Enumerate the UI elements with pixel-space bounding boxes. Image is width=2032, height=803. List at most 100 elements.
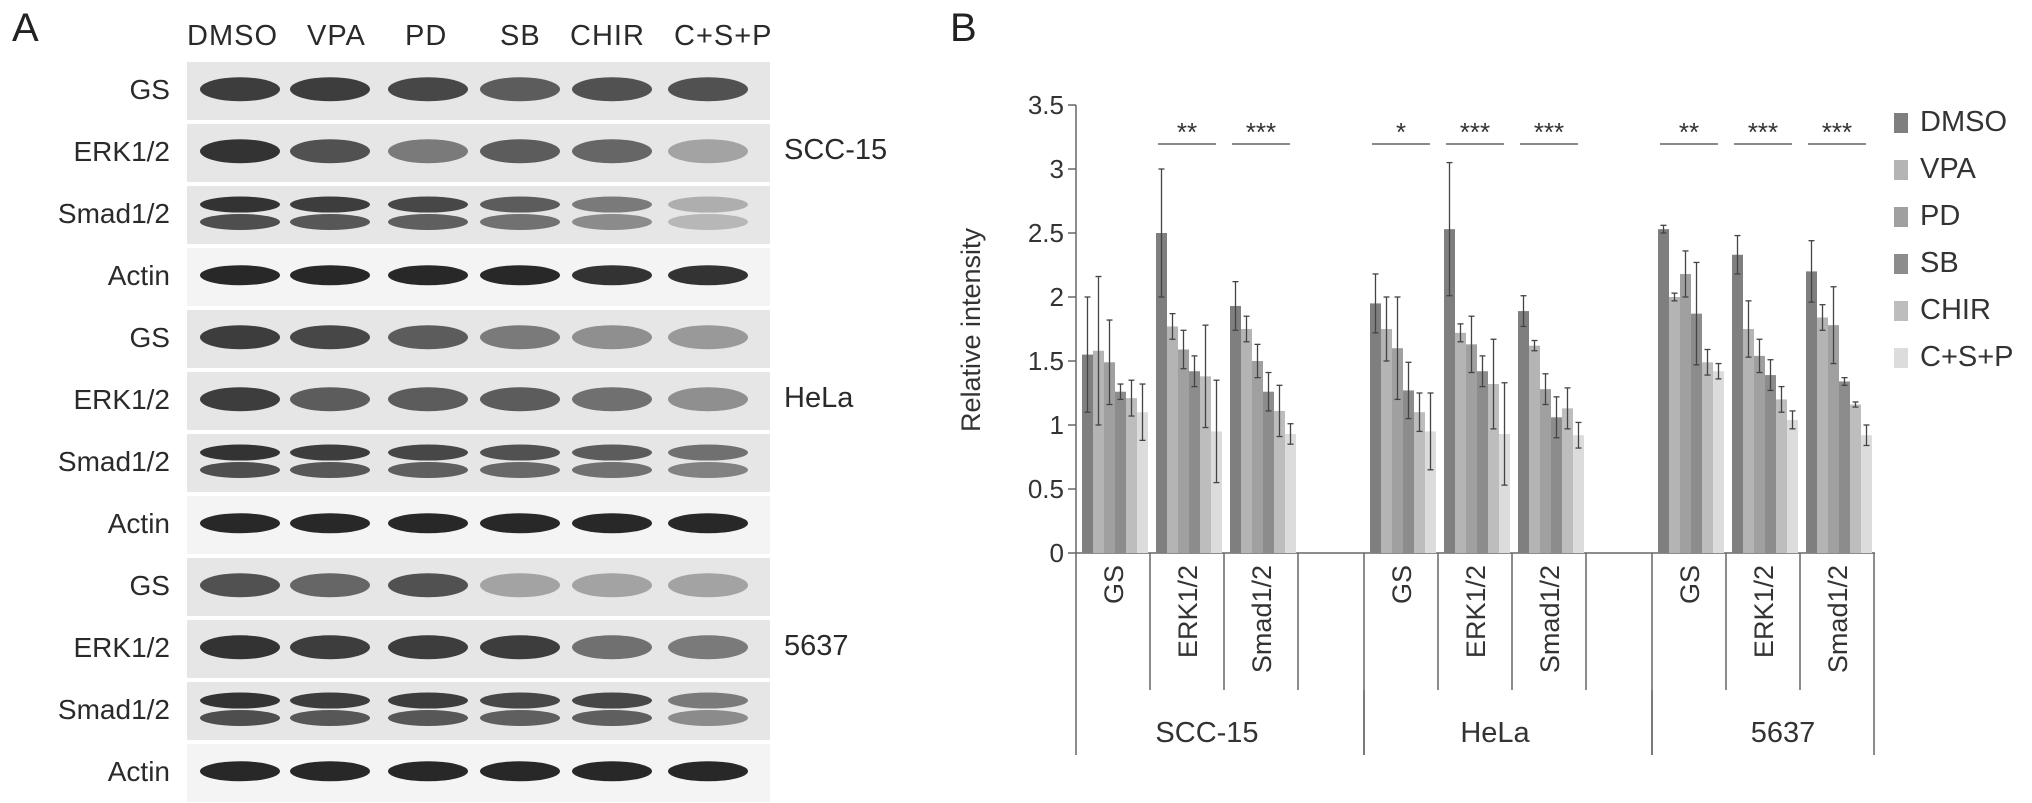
significance-label: ** — [1679, 117, 1699, 147]
protein-band — [388, 692, 468, 709]
protein-band — [290, 387, 370, 412]
blot-lane-label: C+S+P — [674, 20, 773, 52]
protein-band — [290, 196, 370, 213]
protein-tick-label: GS — [1387, 565, 1417, 604]
protein-band — [572, 573, 652, 598]
bar — [1178, 349, 1189, 553]
bar — [1691, 313, 1702, 553]
protein-band — [200, 196, 280, 213]
blot-strip — [187, 682, 770, 740]
bar — [1252, 361, 1263, 553]
protein-band — [200, 709, 280, 726]
blot-strip — [187, 62, 770, 120]
significance-label: * — [1396, 117, 1406, 147]
protein-band — [388, 196, 468, 213]
protein-band — [572, 213, 652, 230]
protein-band — [668, 213, 748, 230]
protein-band — [200, 461, 280, 478]
blot-cell-line-label: 5637 — [784, 630, 849, 662]
bar — [1732, 254, 1743, 553]
protein-band — [200, 513, 280, 534]
protein-band — [668, 573, 748, 598]
bar — [1754, 355, 1765, 553]
bar — [1839, 381, 1850, 553]
bar — [1861, 435, 1872, 553]
protein-band — [480, 265, 560, 286]
protein-band — [572, 196, 652, 213]
protein-band — [480, 387, 560, 412]
protein-tick-label: Smad1/2 — [1823, 565, 1853, 673]
cell-line-label: HeLa — [1460, 717, 1530, 749]
legend-label: VPA — [1920, 153, 1977, 185]
protein-band — [668, 77, 748, 102]
blot-strip — [187, 744, 770, 802]
bar — [1104, 362, 1115, 553]
significance-label: ** — [1177, 117, 1197, 147]
bar — [1137, 412, 1148, 553]
bar — [1285, 433, 1296, 553]
protein-band — [200, 325, 280, 350]
cell-line-label: 5637 — [1751, 717, 1816, 749]
protein-band — [572, 387, 652, 412]
protein-band — [388, 387, 468, 412]
blot-strip — [187, 310, 770, 368]
protein-band — [388, 325, 468, 350]
bar — [1200, 376, 1211, 553]
protein-band — [290, 325, 370, 350]
panel-b-letter: B — [950, 6, 977, 50]
bar — [1540, 389, 1551, 553]
y-tick-label: 1 — [1050, 410, 1064, 440]
legend-swatch — [1894, 348, 1908, 368]
bar — [1414, 412, 1425, 553]
significance-label: *** — [1460, 117, 1490, 147]
protein-band — [668, 635, 748, 660]
protein-band — [290, 461, 370, 478]
y-tick-label: 0 — [1050, 538, 1064, 568]
protein-band — [668, 461, 748, 478]
bar — [1093, 350, 1104, 553]
blot-row-label: GS — [129, 570, 170, 601]
protein-tick-label: Smad1/2 — [1247, 565, 1277, 673]
legend-swatch — [1894, 113, 1908, 133]
bar — [1776, 399, 1787, 553]
blot-row-label: GS — [129, 322, 170, 353]
protein-tick-label: GS — [1099, 565, 1129, 604]
bar — [1370, 303, 1381, 553]
bar — [1392, 348, 1403, 553]
protein-band — [572, 139, 652, 164]
protein-band — [668, 692, 748, 709]
y-tick-label: 1.5 — [1028, 346, 1064, 376]
bar — [1115, 391, 1126, 553]
blot-strip — [187, 372, 770, 430]
protein-tick-label: ERK1/2 — [1749, 565, 1779, 658]
bar — [1126, 398, 1137, 553]
protein-band — [572, 444, 652, 461]
protein-band — [572, 325, 652, 350]
blot-cell-line-label: SCC-15 — [784, 134, 888, 166]
legend-label: C+S+P — [1920, 341, 2014, 373]
bar — [1765, 375, 1776, 553]
protein-band — [572, 692, 652, 709]
protein-tick-label: ERK1/2 — [1461, 565, 1491, 658]
protein-band — [200, 387, 280, 412]
bar — [1680, 273, 1691, 553]
protein-band — [668, 196, 748, 213]
protein-band — [200, 444, 280, 461]
protein-band — [572, 709, 652, 726]
protein-band — [480, 444, 560, 461]
blot-strip — [187, 248, 770, 306]
blot-strip — [187, 620, 770, 678]
protein-band — [200, 213, 280, 230]
protein-band — [572, 513, 652, 534]
protein-band — [480, 513, 560, 534]
bar — [1274, 410, 1285, 553]
blot-row-label: Smad1/2 — [57, 446, 170, 477]
legend-swatch — [1894, 160, 1908, 180]
protein-band — [290, 513, 370, 534]
bar — [1669, 297, 1680, 553]
bar — [1403, 390, 1414, 553]
protein-band — [480, 139, 560, 164]
protein-band — [572, 761, 652, 782]
protein-band — [200, 635, 280, 660]
protein-band — [480, 709, 560, 726]
